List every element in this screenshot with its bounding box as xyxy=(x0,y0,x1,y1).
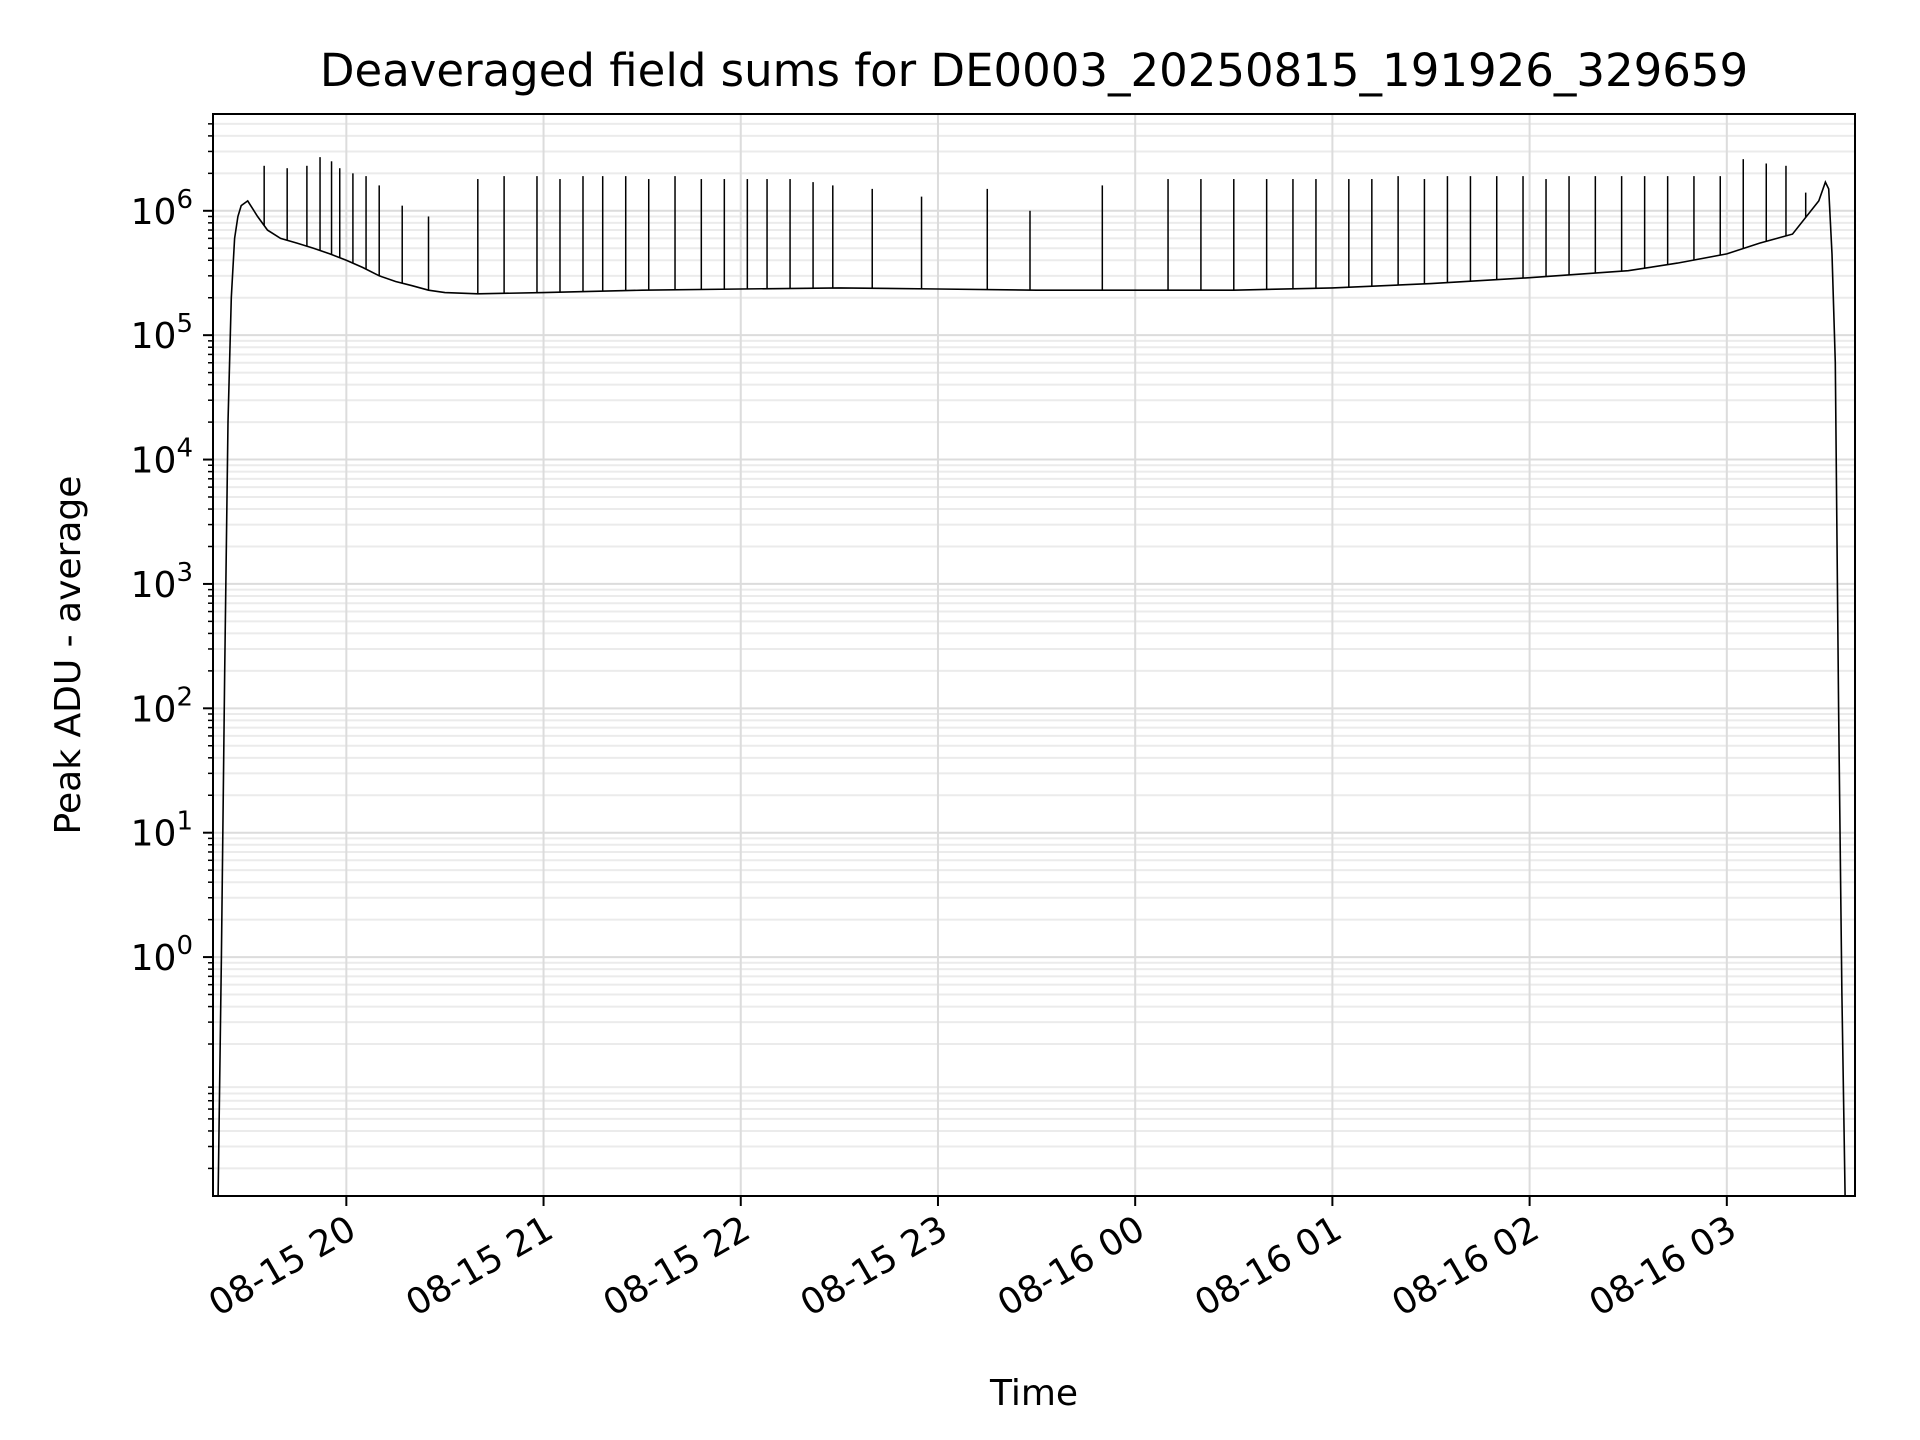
y-tick-label: 103 xyxy=(131,558,193,606)
y-tick-label: 104 xyxy=(131,434,193,482)
y-tick-label: 100 xyxy=(131,931,193,979)
chart-title: Deaveraged field sums for DE0003_2025081… xyxy=(320,44,1748,97)
line-layer xyxy=(217,157,1846,1197)
x-axis-label: Time xyxy=(989,1373,1078,1414)
y-tick-label: 101 xyxy=(131,807,193,855)
y-axis-label: Peak ADU - average xyxy=(48,476,89,835)
series-line xyxy=(217,180,1846,1197)
y-tick-label: 105 xyxy=(131,309,193,357)
grid-layer xyxy=(213,114,1855,1196)
y-tick-label: 106 xyxy=(131,185,193,233)
y-tick-label: 102 xyxy=(131,682,193,730)
plot-frame xyxy=(212,113,1856,1197)
